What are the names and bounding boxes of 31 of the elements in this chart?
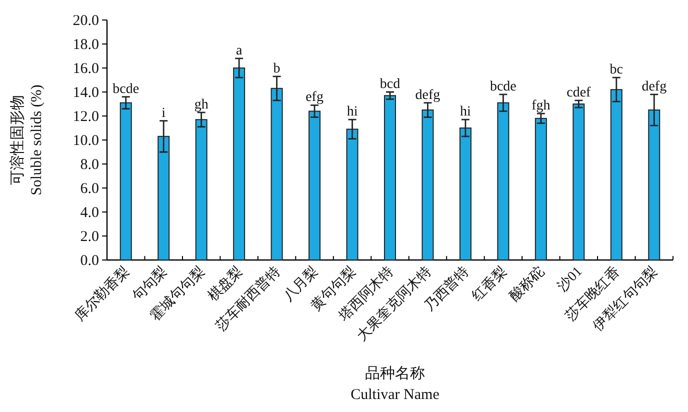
annotation: bc bbox=[610, 62, 624, 78]
annotation: bcde bbox=[490, 79, 516, 94]
x-tick-label: 酸称砣 bbox=[506, 264, 548, 305]
annotation: fgh bbox=[532, 98, 550, 114]
y-tick-label: 18.0 bbox=[72, 37, 99, 53]
annotation: defg bbox=[415, 88, 440, 103]
y-tick-label: 8.0 bbox=[80, 157, 99, 173]
annotation: i bbox=[162, 106, 166, 121]
annotation: cdef bbox=[566, 85, 592, 100]
y-axis-title: 可溶性固形物 Soluble solids (%) bbox=[9, 84, 45, 196]
y-tick-label: 4.0 bbox=[80, 205, 99, 221]
annotation: b bbox=[273, 61, 280, 76]
annotation: hi bbox=[346, 104, 358, 120]
annotation: gh bbox=[194, 97, 208, 112]
annotation: efg bbox=[306, 90, 324, 106]
y-tick-label: 2.0 bbox=[80, 229, 99, 245]
y-tick-label: 10.0 bbox=[72, 133, 99, 149]
y-tick-label: 14.0 bbox=[72, 85, 99, 101]
y-tick-label: 20.0 bbox=[72, 13, 99, 29]
bar bbox=[384, 95, 396, 260]
x-axis-title: 品种名称 Cultivar Name bbox=[350, 365, 440, 403]
y-tick-label: 0.0 bbox=[80, 253, 99, 269]
annotation: bcd bbox=[380, 77, 400, 92]
bar bbox=[572, 104, 585, 260]
annotation: hi bbox=[460, 104, 472, 120]
y-tick-label: 16.0 bbox=[72, 61, 99, 77]
annotation: a bbox=[236, 43, 243, 58]
annotation: defg bbox=[642, 79, 667, 94]
y-tick-label: 6.0 bbox=[80, 181, 99, 197]
annotation: bcde bbox=[112, 82, 140, 97]
y-tick-label: 12.0 bbox=[72, 109, 99, 125]
